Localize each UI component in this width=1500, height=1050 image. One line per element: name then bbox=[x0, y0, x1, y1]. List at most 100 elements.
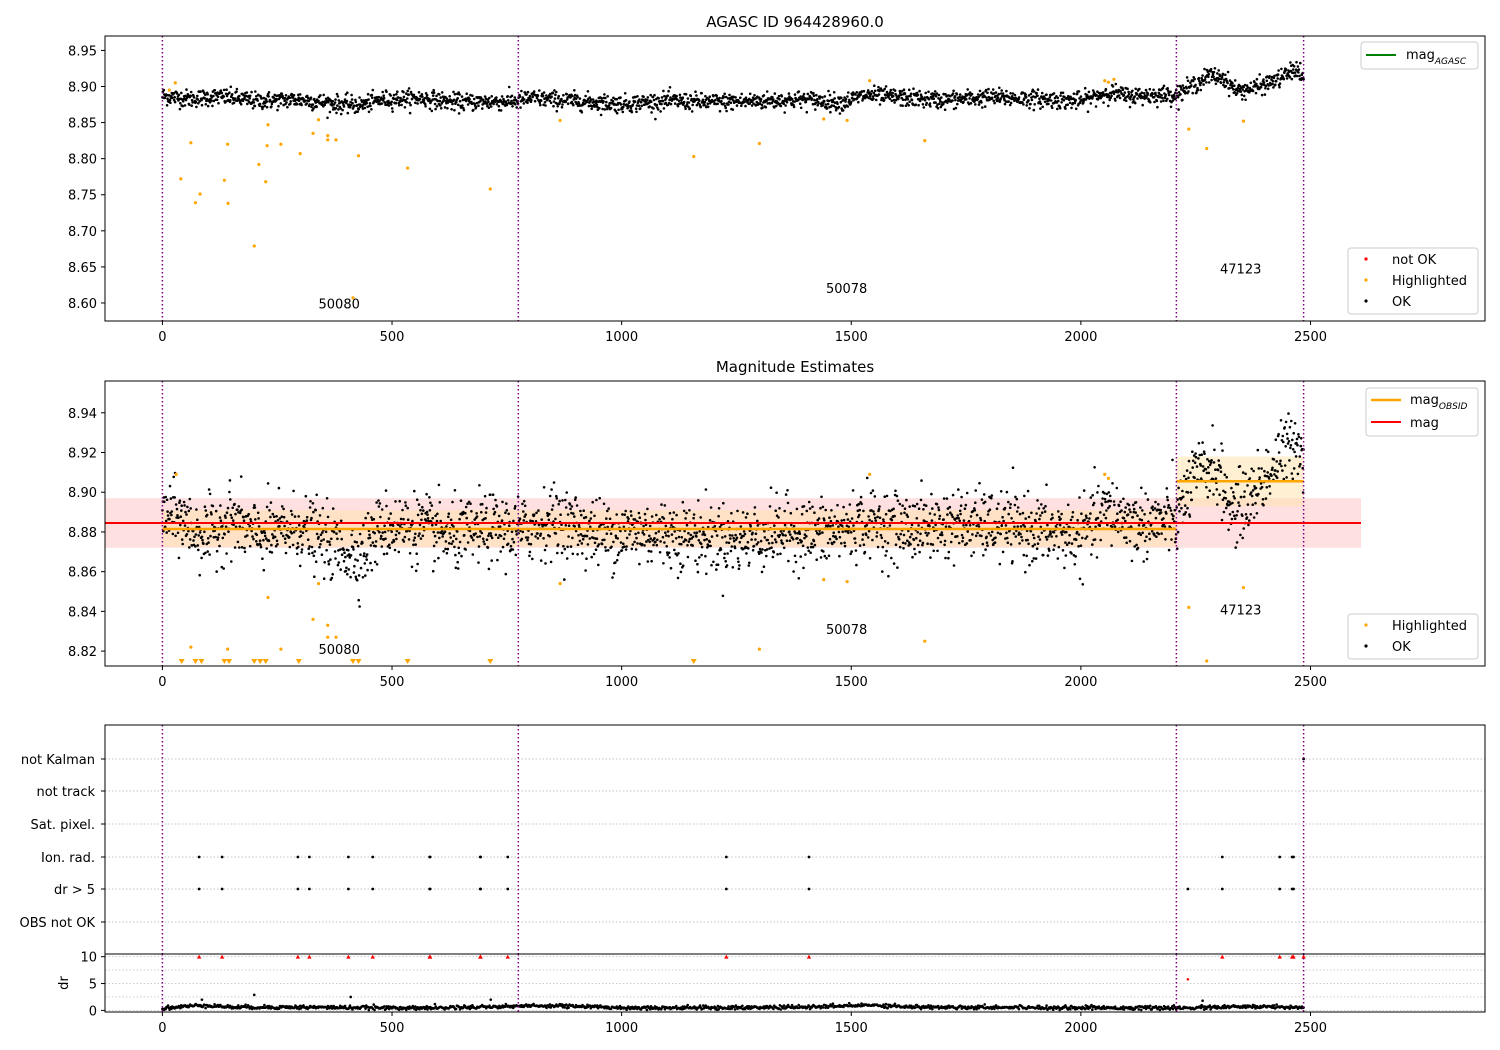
estimates-ok-point bbox=[825, 557, 828, 560]
estimates-ok-point bbox=[1248, 477, 1252, 480]
estimates-ok-point bbox=[1166, 495, 1169, 499]
agasc-ok-point bbox=[1259, 85, 1263, 89]
agasc-ok-point bbox=[1179, 93, 1182, 96]
agasc-ok-point bbox=[1079, 95, 1083, 98]
agasc-ok-point bbox=[414, 101, 417, 105]
estimates-ok-point bbox=[1137, 524, 1141, 527]
agasc-ok-point bbox=[708, 95, 711, 98]
estimates-ok-point bbox=[534, 535, 537, 538]
estimates-ok-point bbox=[1077, 545, 1080, 548]
agasc-ok-point bbox=[366, 92, 370, 96]
estimates-ok-point bbox=[267, 539, 271, 543]
agasc-ok-point bbox=[928, 102, 932, 105]
estimates-ok-point bbox=[776, 553, 779, 556]
agasc-ok-point bbox=[229, 99, 232, 102]
estimates-ok-point bbox=[173, 496, 176, 499]
estimates-ok-point bbox=[297, 515, 301, 518]
agasc-ok-point bbox=[731, 108, 735, 111]
estimates-ok-point bbox=[1221, 449, 1224, 452]
estimates-ok-point bbox=[1070, 542, 1074, 545]
agasc-ok-point bbox=[1035, 91, 1038, 95]
estimates-ok-point bbox=[456, 530, 459, 533]
estimates-ok-point bbox=[257, 525, 261, 528]
agasc-ok-point bbox=[1203, 78, 1207, 81]
agasc-ok-point bbox=[190, 104, 193, 107]
estimates-ok-point bbox=[939, 540, 943, 544]
estimates-ok-point bbox=[505, 509, 509, 512]
estimates-ok-point bbox=[1093, 466, 1096, 469]
estimates-ok-point bbox=[450, 542, 453, 546]
estimates-ok-point bbox=[628, 533, 631, 536]
agasc-ok-point bbox=[869, 92, 873, 96]
agasc-ok-point bbox=[1274, 79, 1278, 83]
estimates-ok-point bbox=[1005, 490, 1009, 494]
agasc-ok-point bbox=[522, 98, 526, 101]
estimates-ok-point bbox=[577, 534, 580, 537]
agasc-ok-point bbox=[724, 106, 727, 110]
agasc-x-ticks: 0 500 1000 1500 2000 2500 bbox=[158, 321, 1327, 345]
agasc-ok-point bbox=[797, 90, 801, 93]
estimates-ok-point bbox=[1211, 424, 1214, 427]
agasc-ok-point bbox=[636, 95, 639, 98]
agasc-ok-point bbox=[367, 98, 370, 101]
estimates-ok-point bbox=[671, 540, 675, 543]
estimates-ok-point bbox=[1189, 491, 1193, 494]
estimates-ok-point bbox=[803, 536, 806, 540]
agasc-ok-point bbox=[285, 101, 288, 104]
agasc-ok-point bbox=[448, 95, 452, 98]
agasc-ok-point bbox=[902, 88, 906, 91]
estimates-ok-point bbox=[566, 513, 570, 516]
estimates-ok-point bbox=[918, 550, 921, 554]
agasc-ok-point bbox=[216, 95, 220, 98]
estimates-ok-point bbox=[1231, 501, 1234, 505]
estimates-ok-point bbox=[484, 511, 488, 514]
agasc-ok-point bbox=[289, 100, 293, 103]
agasc-ok-point bbox=[1024, 95, 1028, 99]
estimates-ok-point bbox=[736, 509, 739, 513]
agasc-highlighted-point bbox=[845, 118, 849, 123]
estimates-ok-point bbox=[924, 504, 928, 508]
estimates-ok-point bbox=[404, 501, 407, 504]
agasc-ok-point bbox=[254, 95, 258, 98]
estimates-ok-point bbox=[1126, 513, 1130, 516]
agasc-ok-point bbox=[1186, 79, 1190, 83]
estimates-ok-point bbox=[548, 535, 551, 538]
estimates-ok-point bbox=[895, 532, 898, 536]
estimates-ok-point bbox=[717, 507, 721, 510]
agasc-ok-point bbox=[646, 98, 649, 102]
agasc-ok-point bbox=[1094, 105, 1098, 108]
estimates-ok-point bbox=[1279, 459, 1282, 463]
estimates-ok-point bbox=[281, 534, 285, 538]
estimates-ok-point bbox=[216, 536, 220, 539]
estimates-ok-point bbox=[635, 536, 638, 540]
agasc-ok-point bbox=[804, 100, 808, 104]
estimates-ok-point bbox=[589, 525, 592, 529]
agasc-ok-point bbox=[640, 104, 643, 108]
agasc-ok-point bbox=[510, 94, 514, 98]
estimates-ok-point bbox=[649, 537, 652, 540]
estimates-ok-point bbox=[410, 565, 414, 569]
estimates-ok-point bbox=[262, 568, 266, 572]
agasc-ok-point bbox=[477, 104, 480, 107]
estimates-ok-point bbox=[751, 548, 755, 552]
estimates-ok-point bbox=[660, 503, 663, 506]
estimates-ok-point bbox=[494, 498, 497, 502]
estimates-ok-point bbox=[361, 576, 365, 579]
estimates-ok-point bbox=[221, 536, 225, 540]
agasc-ok-point bbox=[488, 96, 491, 100]
estimates-ok-point bbox=[901, 504, 904, 508]
estimates-highlighted-point bbox=[326, 623, 330, 627]
estimates-ok-point bbox=[696, 570, 700, 574]
agasc-ok-point bbox=[590, 105, 594, 108]
estimates-ok-point bbox=[634, 548, 638, 551]
agasc-ok-point bbox=[409, 90, 413, 94]
agasc-ok-point bbox=[1226, 81, 1229, 85]
estimates-ok-point bbox=[501, 500, 504, 504]
estimates-ok-point bbox=[428, 509, 432, 512]
estimates-ok-point bbox=[406, 518, 410, 521]
agasc-ok-point bbox=[1025, 104, 1028, 107]
estimates-ok-point bbox=[1223, 473, 1227, 477]
estimates-ok-point bbox=[523, 504, 527, 508]
estimates-ok-point bbox=[938, 517, 941, 521]
estimates-ok-point bbox=[898, 545, 902, 549]
